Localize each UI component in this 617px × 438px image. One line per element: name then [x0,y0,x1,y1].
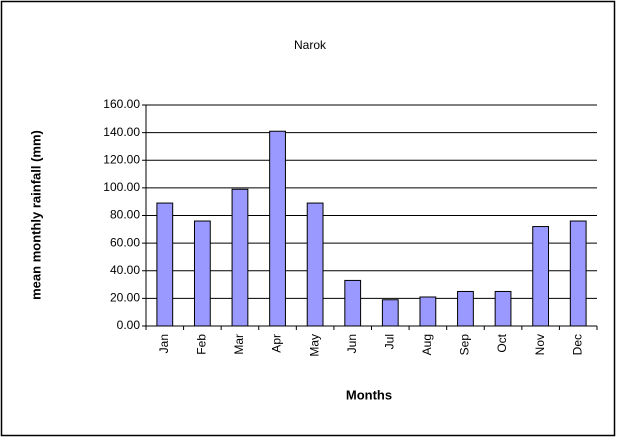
y-axis-label: mean monthly rainfall (mm) [28,130,43,300]
bar [419,296,437,327]
chart-title: Narok [294,38,327,52]
y-tick-label: 60.00 [110,235,140,249]
x-tick-label: Sep [458,334,472,356]
x-tick-label: Apr [270,334,284,353]
x-tick-label: May [307,334,321,357]
bar [306,202,324,327]
bar [457,290,474,327]
x-tick-label: Oct [495,333,509,352]
bar [569,220,587,327]
y-tick-label: 140.00 [103,125,140,139]
x-tick-label: Feb [195,334,209,355]
bar [381,299,399,327]
x-tick-label: Nov [533,334,547,355]
y-tick-label: 20.00 [110,291,140,305]
x-tick-label: Jan [157,334,171,353]
bar [344,279,362,327]
y-tick-label: 160.00 [103,97,140,111]
y-tick-label: 40.00 [110,263,140,277]
bar [156,202,174,327]
x-axis-label: Months [346,387,392,402]
bar [231,188,249,327]
x-tick-label: Jul [382,334,396,349]
bar [532,226,550,327]
y-tick-label: 80.00 [110,208,140,222]
bar [269,130,286,327]
x-tick-label: Mar [232,334,246,355]
y-tick-label: 120.00 [103,152,140,166]
x-tick-label: Jun [345,334,359,353]
x-tick-label: Aug [420,334,434,355]
x-tick-label: Dec [570,334,584,355]
bar [494,290,512,327]
bar [193,220,211,327]
y-tick-label: 100.00 [103,180,140,194]
y-tick-label: 0.00 [117,318,141,332]
